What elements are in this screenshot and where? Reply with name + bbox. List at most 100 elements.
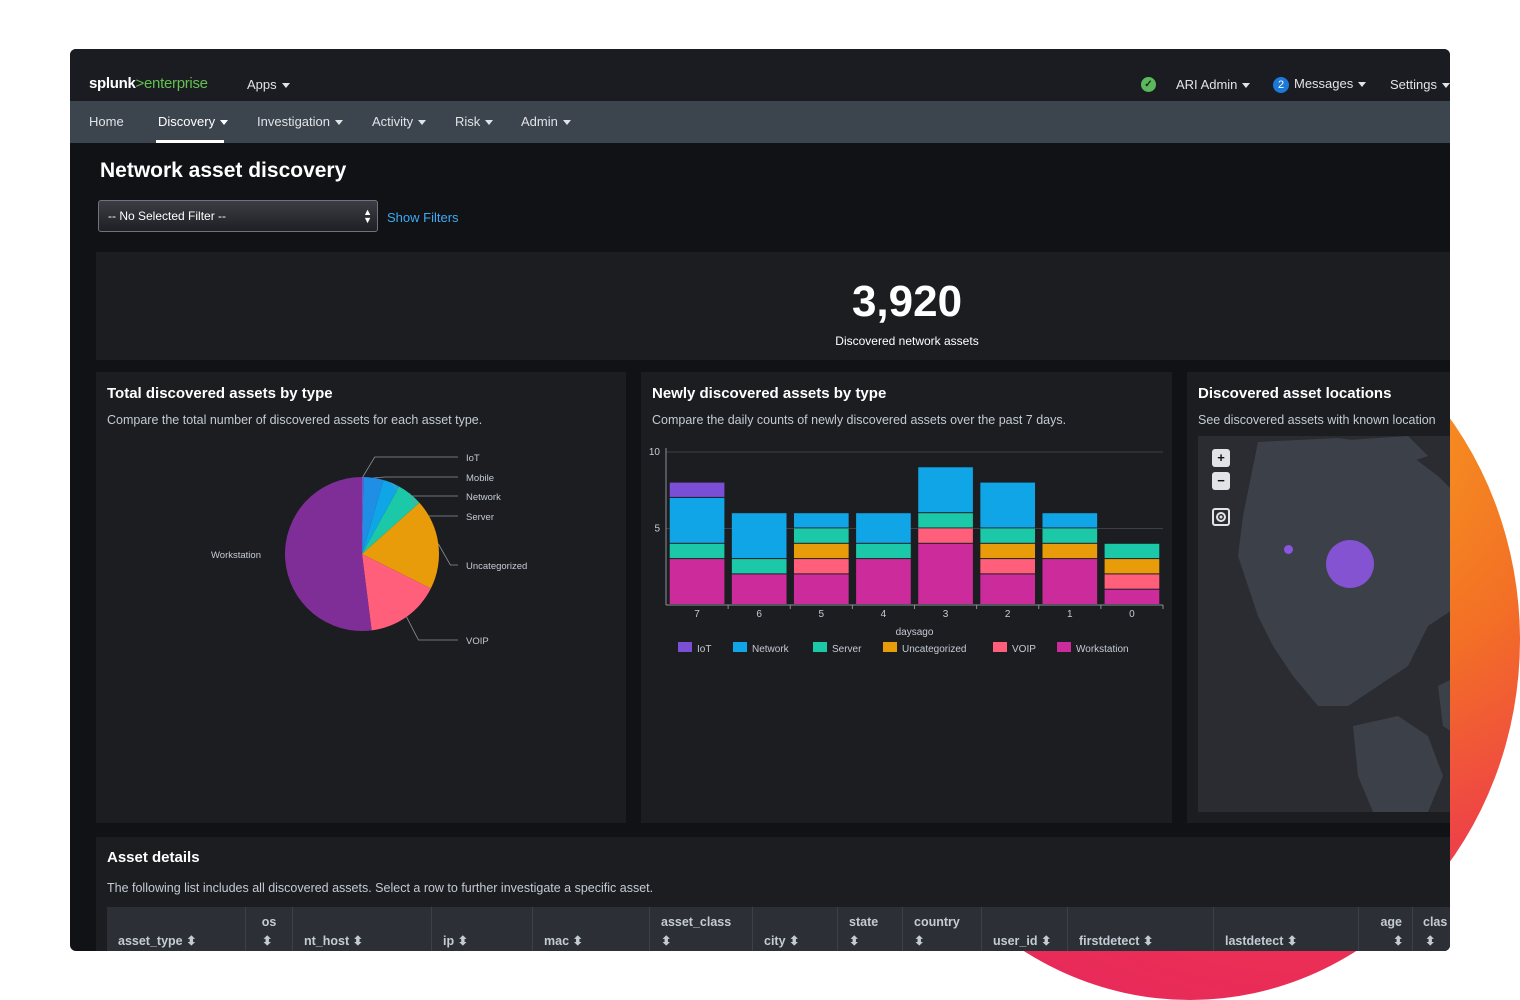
x-tick-label: 0 xyxy=(1129,609,1135,620)
pie-slice-uncategorized[interactable] xyxy=(362,502,439,589)
col-clas[interactable]: clas ⬍ xyxy=(1413,907,1450,951)
app-nav-bar: Home Discovery Investigation Activity Ri… xyxy=(70,101,1450,143)
sort-icon: ⬍ xyxy=(1286,934,1298,948)
pie-slice-mobile[interactable] xyxy=(362,477,384,554)
bar-segment-server-1[interactable] xyxy=(1042,528,1098,543)
world-map[interactable]: + − xyxy=(1198,436,1450,812)
x-tick-label: 6 xyxy=(756,609,762,620)
bar-segment-workstation-5[interactable] xyxy=(793,574,849,604)
col-label: firstdetect xyxy=(1079,934,1140,948)
col-user-id[interactable]: user_id ⬍ xyxy=(982,907,1068,951)
col-age[interactable]: age ⬍ xyxy=(1359,907,1413,951)
location-marker-small[interactable] xyxy=(1284,545,1293,554)
legend-swatch xyxy=(993,642,1007,652)
legend-label: Server xyxy=(832,644,862,655)
bar-segment-server-3[interactable] xyxy=(918,513,973,528)
col-asset-type[interactable]: asset_type ⬍ xyxy=(107,907,246,951)
nav-activity[interactable]: Activity xyxy=(372,114,427,129)
bar-segment-uncategorized-0[interactable] xyxy=(1104,559,1160,574)
sort-icon: ⬍ xyxy=(789,934,800,948)
col-country[interactable]: country ⬍ xyxy=(903,907,982,951)
bar-segment-server-6[interactable] xyxy=(731,559,787,574)
bar-segment-uncategorized-1[interactable] xyxy=(1042,543,1098,559)
pie-slice-workstation[interactable] xyxy=(285,477,372,631)
sort-icon: ⬍ xyxy=(457,934,469,948)
bar-segment-iot-7[interactable] xyxy=(669,482,725,497)
nav-risk[interactable]: Risk xyxy=(455,114,494,129)
nav-admin-label: Admin xyxy=(521,114,558,129)
bar-segment-workstation-3[interactable] xyxy=(918,543,973,604)
legend-item-voip[interactable]: VOIP xyxy=(993,642,1036,655)
bar-segment-network-7[interactable] xyxy=(669,497,725,543)
bar-segment-network-3[interactable] xyxy=(918,467,973,513)
legend-item-iot[interactable]: IoT xyxy=(678,642,711,655)
x-tick-label: 1 xyxy=(1067,609,1073,620)
bar-segment-network-5[interactable] xyxy=(793,513,849,528)
bar-segment-server-2[interactable] xyxy=(980,528,1036,543)
col-firstdetect[interactable]: firstdetect ⬍ xyxy=(1068,907,1214,951)
filter-select[interactable]: -- No Selected Filter -- ▲ ▼ xyxy=(98,200,378,232)
bar-segment-voip-5[interactable] xyxy=(793,559,849,574)
pie-slice-server[interactable] xyxy=(362,486,420,554)
bar-segment-server-4[interactable] xyxy=(856,543,911,559)
col-city[interactable]: city ⬍ xyxy=(753,907,838,951)
crosshair-icon[interactable] xyxy=(1212,508,1230,526)
panel-description: Compare the total number of discovered a… xyxy=(107,413,483,427)
bar-segment-workstation-6[interactable] xyxy=(731,574,787,604)
show-filters-link[interactable]: Show Filters xyxy=(387,210,459,225)
bar-segment-network-4[interactable] xyxy=(856,513,911,543)
check-circle-icon[interactable]: ✓ xyxy=(1141,77,1156,92)
bar-segment-workstation-1[interactable] xyxy=(1042,559,1098,604)
bar-segment-server-7[interactable] xyxy=(669,543,725,559)
sort-icon: ⬍ xyxy=(1393,934,1404,948)
col-label: clas xyxy=(1423,915,1448,929)
bar-segment-network-1[interactable] xyxy=(1042,513,1098,528)
user-menu[interactable]: ARI Admin xyxy=(1176,77,1251,92)
pie-leader-line xyxy=(406,616,458,641)
col-label: country xyxy=(914,915,960,929)
bar-segment-uncategorized-5[interactable] xyxy=(793,543,849,559)
bar-segment-voip-0[interactable] xyxy=(1104,574,1160,589)
col-nt-host[interactable]: nt_host ⬍ xyxy=(293,907,432,951)
col-lastdetect[interactable]: lastdetect ⬍ xyxy=(1214,907,1359,951)
pie-slice-iot[interactable] xyxy=(362,477,364,554)
bar-segment-network-6[interactable] xyxy=(731,513,787,559)
bar-segment-workstation-7[interactable] xyxy=(669,559,725,604)
pie-slice-voip[interactable] xyxy=(362,554,431,631)
settings-menu[interactable]: Settings xyxy=(1390,77,1450,92)
location-marker-large[interactable] xyxy=(1326,540,1374,588)
bar-segment-voip-2[interactable] xyxy=(980,559,1036,574)
legend-swatch xyxy=(1057,642,1071,652)
x-axis-label: daysago xyxy=(896,627,934,638)
legend-item-server[interactable]: Server xyxy=(813,642,862,655)
pie-label-uncategorized: Uncategorized xyxy=(466,561,527,572)
nav-discovery[interactable]: Discovery xyxy=(158,114,229,129)
legend-item-network[interactable]: Network xyxy=(733,642,790,655)
nav-home[interactable]: Home xyxy=(89,114,124,129)
legend-swatch xyxy=(678,642,692,652)
splunk-logo[interactable]: splunk>enterprise xyxy=(89,75,208,92)
bar-segment-workstation-0[interactable] xyxy=(1104,589,1160,604)
col-asset-class[interactable]: asset_class ⬍ xyxy=(650,907,753,951)
bar-segment-server-0[interactable] xyxy=(1104,543,1160,559)
bar-segment-network-2[interactable] xyxy=(980,482,1036,528)
apps-menu[interactable]: Apps xyxy=(247,77,290,92)
col-mac[interactable]: mac ⬍ xyxy=(533,907,650,951)
zoom-in-button[interactable]: + xyxy=(1212,449,1230,467)
bar-segment-workstation-4[interactable] xyxy=(856,559,911,604)
page-title: Network asset discovery xyxy=(100,159,347,182)
nav-investigation[interactable]: Investigation xyxy=(257,114,343,129)
col-ip[interactable]: ip ⬍ xyxy=(432,907,533,951)
col-os[interactable]: os ⬍ xyxy=(246,907,293,951)
zoom-out-button[interactable]: − xyxy=(1212,472,1230,490)
bar-segment-workstation-2[interactable] xyxy=(980,574,1036,604)
nav-admin[interactable]: Admin xyxy=(521,114,571,129)
pie-slice-network[interactable] xyxy=(362,480,400,554)
legend-item-workstation[interactable]: Workstation xyxy=(1057,642,1129,655)
bar-segment-server-5[interactable] xyxy=(793,528,849,543)
messages-menu[interactable]: 2 Messages xyxy=(1273,76,1367,93)
legend-item-uncategorized[interactable]: Uncategorized xyxy=(883,642,966,655)
bar-segment-voip-3[interactable] xyxy=(918,528,973,543)
bar-segment-uncategorized-2[interactable] xyxy=(980,543,1036,559)
col-state[interactable]: state ⬍ xyxy=(838,907,903,951)
